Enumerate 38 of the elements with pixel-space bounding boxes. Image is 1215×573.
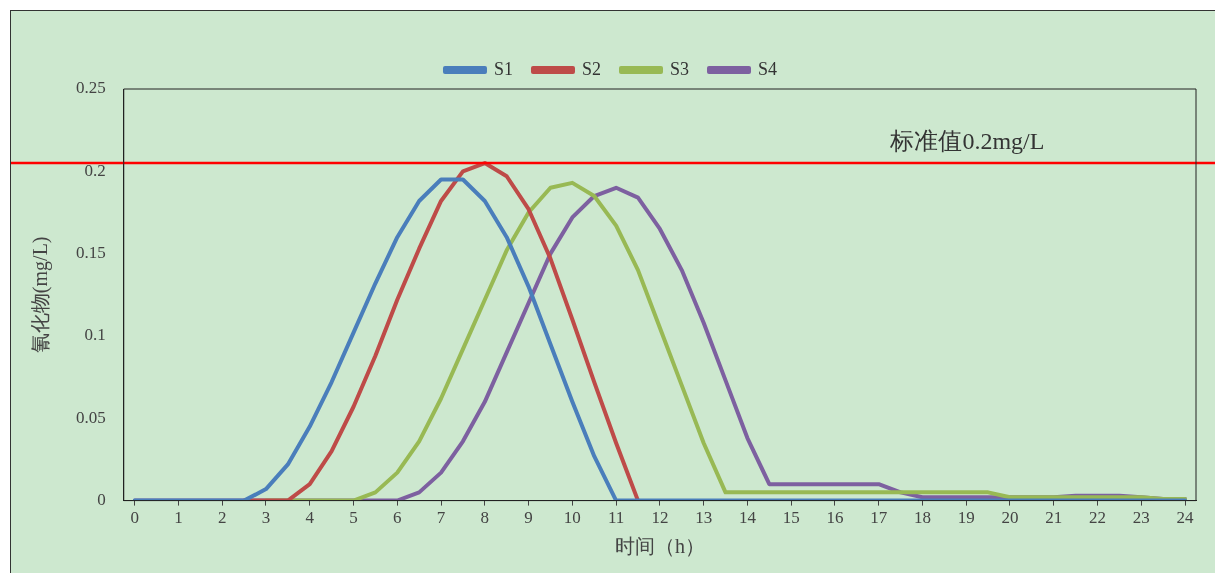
- x-tick-label: 14: [738, 508, 757, 528]
- y-tick-label: 0: [97, 490, 106, 510]
- y-tick-label: 0.25: [76, 78, 106, 98]
- x-tick-label: 8: [480, 508, 490, 528]
- x-tick-label: 20: [1001, 508, 1019, 528]
- x-tick-label: 15: [782, 508, 800, 528]
- x-tick-label: 13: [695, 508, 713, 528]
- ref-line-label: 标准值0.2mg/L: [889, 128, 1045, 155]
- y-tick-label: 0.2: [84, 160, 106, 180]
- y-tick-label: 0.1: [84, 325, 106, 345]
- x-tick-label: 16: [826, 508, 844, 528]
- x-tick-label: 21: [1045, 508, 1063, 528]
- legend-label: S3: [670, 58, 690, 79]
- x-tick-label: 6: [393, 508, 402, 528]
- x-tick-label: 22: [1089, 508, 1107, 528]
- y-tick-label: 0.15: [76, 243, 106, 263]
- y-axis-title: 氰化物(mg/L): [29, 236, 53, 354]
- x-tick-label: 4: [305, 508, 315, 528]
- x-tick-label: 12: [651, 508, 669, 528]
- x-tick-label: 7: [436, 508, 446, 528]
- y-tick-label: 0.05: [76, 407, 106, 427]
- x-tick-label: 9: [524, 508, 533, 528]
- x-tick-label: 5: [349, 508, 358, 528]
- x-tick-label: 0: [130, 508, 139, 528]
- legend-label: S4: [758, 58, 778, 79]
- x-tick-label: 17: [870, 508, 888, 528]
- x-tick-label: 11: [607, 508, 625, 528]
- x-tick-label: 2: [217, 508, 227, 528]
- legend-label: S1: [493, 58, 513, 79]
- x-tick-label: 19: [957, 508, 975, 528]
- x-tick-label: 18: [913, 508, 931, 528]
- legend-label: S2: [581, 58, 601, 79]
- x-tick-label: 1: [174, 508, 183, 528]
- x-tick-label: 23: [1132, 508, 1150, 528]
- x-tick-label: 10: [563, 508, 581, 528]
- x-tick-label: 3: [261, 508, 271, 528]
- x-axis-title: 时间（h）: [614, 535, 705, 558]
- x-tick-label: 24: [1176, 508, 1195, 528]
